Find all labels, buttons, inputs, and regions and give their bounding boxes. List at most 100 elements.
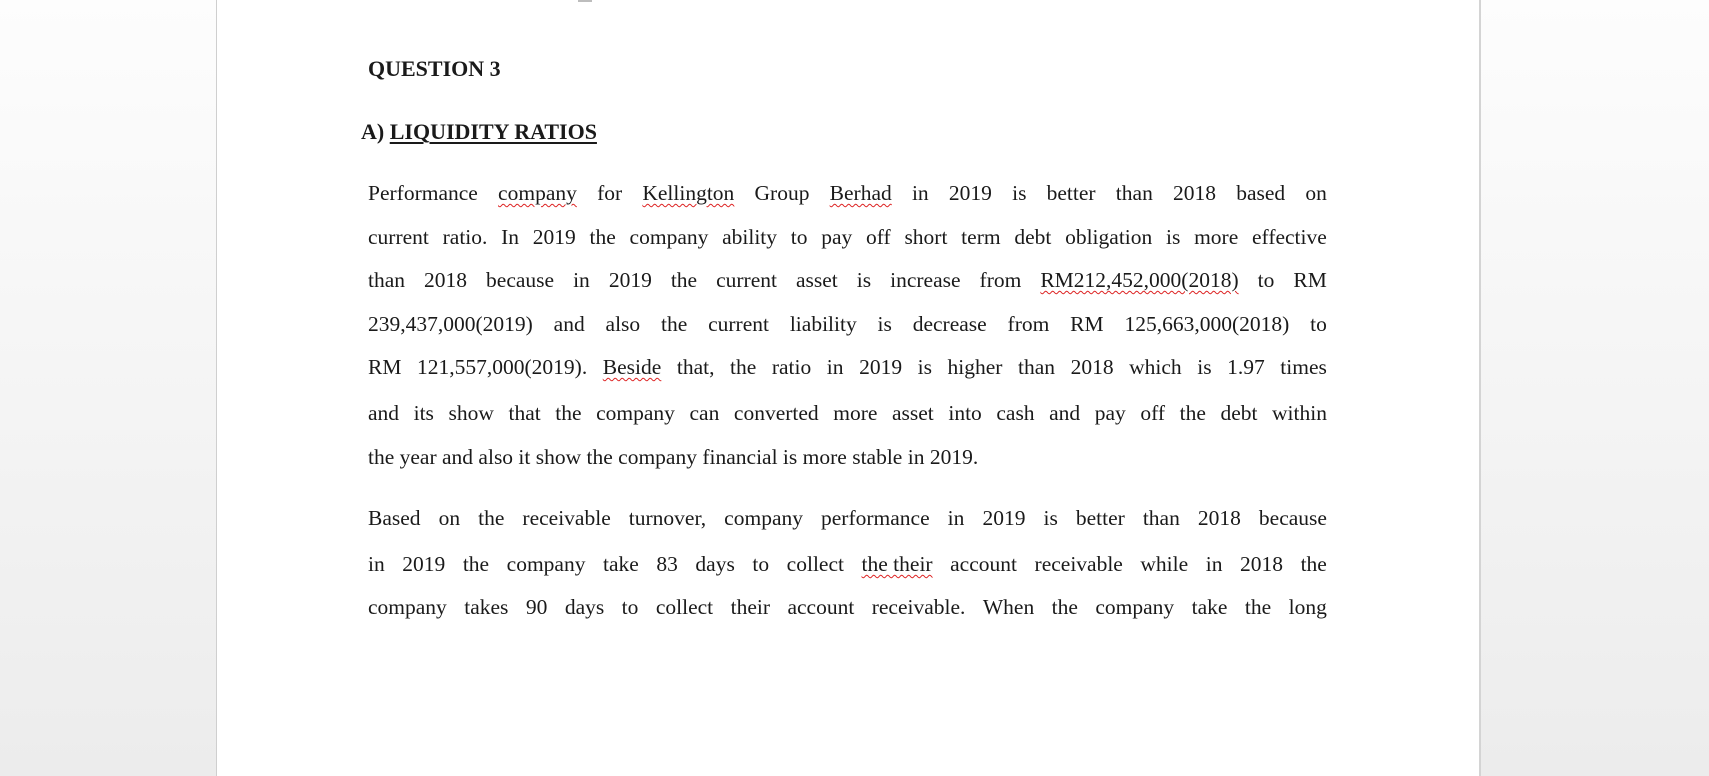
word: term bbox=[961, 225, 1001, 249]
text-line: company takes 90 days to collect their account r… bbox=[368, 594, 1327, 620]
word: to bbox=[1257, 268, 1275, 292]
text-line: the year and also it show the company fi… bbox=[368, 444, 1327, 470]
word: in bbox=[573, 268, 590, 292]
word: 90 bbox=[525, 595, 548, 619]
word: Based bbox=[368, 506, 421, 530]
word: take bbox=[1191, 595, 1228, 619]
word: ratio bbox=[771, 355, 812, 379]
word: Group bbox=[754, 181, 810, 205]
word: while bbox=[1140, 552, 1189, 576]
word: 2019 bbox=[982, 506, 1026, 530]
word: effective bbox=[1252, 225, 1327, 249]
word: 83 bbox=[656, 552, 678, 576]
word: company bbox=[596, 401, 675, 425]
word: from bbox=[1007, 312, 1050, 336]
word: 2018 bbox=[1070, 355, 1114, 379]
spelling-error-word[interactable]: company bbox=[498, 181, 577, 205]
section-heading: A) LIQUIDITY RATIOS bbox=[361, 119, 597, 145]
word: within bbox=[1272, 401, 1327, 425]
word: from bbox=[979, 268, 1022, 292]
word: in bbox=[911, 181, 929, 205]
word: their bbox=[730, 595, 770, 619]
word: to bbox=[752, 552, 770, 576]
word: account bbox=[787, 595, 855, 619]
word: than bbox=[1142, 506, 1180, 530]
word: long bbox=[1288, 595, 1327, 619]
word: can bbox=[689, 401, 720, 425]
word: the bbox=[478, 506, 505, 530]
word: the bbox=[589, 225, 616, 249]
word: collect bbox=[786, 552, 844, 576]
text-line: current ratio. In 2019 the company ability to pa… bbox=[368, 224, 1327, 250]
word: 125,663,000(2018) bbox=[1124, 312, 1290, 336]
word: to bbox=[621, 595, 639, 619]
word: increase bbox=[890, 268, 961, 292]
word: receivable bbox=[1034, 552, 1123, 576]
text-line: Performance company for Kellington Group Berh… bbox=[368, 180, 1327, 206]
word: company bbox=[368, 595, 447, 619]
spelling-error-word[interactable]: Kellington bbox=[642, 181, 735, 205]
word: current bbox=[708, 312, 769, 336]
word: higher bbox=[947, 355, 1003, 379]
word: current bbox=[716, 268, 777, 292]
word: In bbox=[501, 225, 520, 249]
word: company bbox=[629, 225, 709, 249]
word: company bbox=[1095, 595, 1175, 619]
word: times bbox=[1280, 355, 1327, 379]
word: is bbox=[1043, 506, 1058, 530]
word: the bbox=[1051, 595, 1078, 619]
word: to bbox=[790, 225, 808, 249]
word: asset bbox=[891, 401, 934, 425]
word: is bbox=[1166, 225, 1181, 249]
document-page[interactable] bbox=[216, 0, 1481, 776]
word: pay bbox=[821, 225, 853, 249]
word: is bbox=[917, 355, 932, 379]
word: 2019 bbox=[608, 268, 652, 292]
word: 239,437,000(2019) bbox=[368, 312, 533, 336]
word: pay bbox=[1094, 401, 1126, 425]
word: than bbox=[1115, 181, 1153, 205]
word: based bbox=[1236, 181, 1286, 205]
word: RM bbox=[1293, 268, 1327, 292]
word: company bbox=[506, 552, 586, 576]
word: the bbox=[1244, 595, 1272, 619]
spelling-error-word[interactable]: Berhad bbox=[829, 181, 892, 205]
word: which bbox=[1129, 355, 1182, 379]
word: 2018 bbox=[1240, 552, 1284, 576]
word: the bbox=[1179, 401, 1206, 425]
word: the year and also it show the company fi… bbox=[368, 445, 979, 469]
word: on bbox=[1305, 181, 1327, 205]
word: in bbox=[826, 355, 844, 379]
word: takes bbox=[464, 595, 509, 619]
word: receivable. bbox=[871, 595, 966, 619]
word: current bbox=[368, 225, 429, 249]
word: turnover, bbox=[628, 506, 707, 530]
word: off bbox=[866, 225, 891, 249]
text-line: and its show that the company can converted more… bbox=[368, 400, 1327, 426]
text-line: Based on the receivable turnover, company perf… bbox=[368, 505, 1327, 531]
spelling-error-word[interactable]: the their bbox=[861, 552, 933, 576]
word: debt bbox=[1014, 225, 1052, 249]
word: 1.97 bbox=[1227, 355, 1265, 379]
word: is bbox=[877, 312, 892, 336]
word: When bbox=[982, 595, 1035, 619]
word: cash bbox=[996, 401, 1035, 425]
word: that, bbox=[676, 355, 715, 379]
word: ability bbox=[722, 225, 778, 249]
word: than bbox=[1018, 355, 1056, 379]
word: on bbox=[438, 506, 461, 530]
text-line: in 2019 the company take 83 days to collect the t… bbox=[368, 551, 1327, 577]
spelling-error-word[interactable]: Beside bbox=[602, 355, 662, 379]
word: the bbox=[555, 401, 582, 425]
word: account bbox=[950, 552, 1017, 576]
word: asset bbox=[795, 268, 838, 292]
word: more bbox=[833, 401, 878, 425]
word: company bbox=[724, 506, 803, 530]
word: debt bbox=[1220, 401, 1258, 425]
word: show bbox=[448, 401, 494, 425]
word: 2018 bbox=[1173, 181, 1217, 205]
spelling-error-word[interactable]: RM212,452,000(2018) bbox=[1040, 268, 1239, 292]
word: and bbox=[553, 312, 585, 336]
word: liability bbox=[789, 312, 857, 336]
word: to bbox=[1310, 312, 1327, 336]
